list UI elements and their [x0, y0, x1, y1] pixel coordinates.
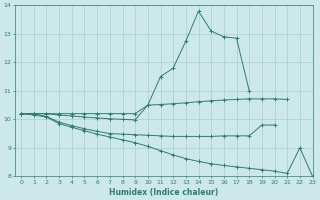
X-axis label: Humidex (Indice chaleur): Humidex (Indice chaleur) [109, 188, 218, 197]
